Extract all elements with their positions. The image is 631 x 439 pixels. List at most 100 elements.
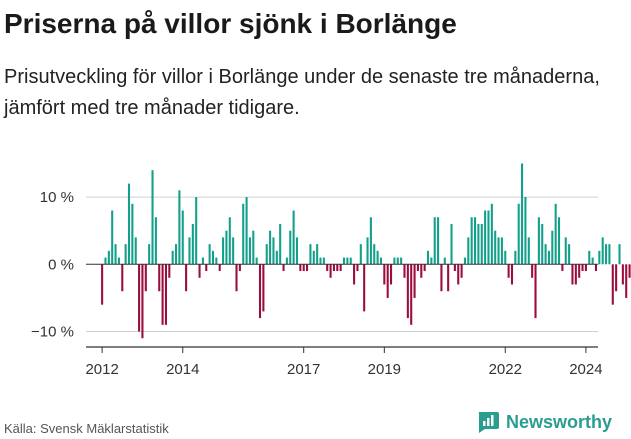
- bar: [275, 250, 278, 265]
- bar: [557, 217, 561, 265]
- bar: [107, 250, 110, 265]
- bar: [547, 250, 550, 265]
- bar: [104, 257, 107, 265]
- bar: [127, 183, 131, 265]
- bar: [615, 264, 618, 292]
- bar: [524, 197, 527, 265]
- bar: [168, 264, 171, 278]
- bar: [161, 264, 164, 325]
- bar: [262, 264, 265, 312]
- bar: [188, 237, 191, 265]
- bar: [225, 230, 228, 265]
- bar: [527, 237, 530, 265]
- bar-series: [101, 163, 631, 339]
- bar: [474, 217, 477, 265]
- tick-labels: 10 %0 %−10 %201220142017201920222024−10 …: [31, 189, 603, 378]
- bar: [403, 264, 406, 278]
- bar: [494, 230, 497, 265]
- bar: [591, 257, 594, 265]
- bar: [544, 244, 547, 265]
- bar: [564, 237, 567, 265]
- bar: [568, 244, 571, 265]
- bar: [601, 237, 604, 265]
- bar: [329, 264, 332, 278]
- bar: [437, 217, 440, 265]
- bar: [584, 264, 587, 272]
- x-tick-label: 2019: [368, 361, 401, 378]
- bar: [423, 264, 426, 272]
- bar: [255, 257, 258, 265]
- bar: [205, 264, 208, 272]
- bar: [443, 257, 446, 265]
- bar: [430, 257, 433, 265]
- bar: [248, 237, 251, 265]
- bar: [349, 257, 352, 265]
- bar: [450, 223, 453, 265]
- bar: [534, 264, 537, 319]
- bar: [373, 244, 376, 265]
- bar: [309, 244, 312, 265]
- bar: [588, 250, 591, 265]
- bar: [359, 244, 362, 265]
- grid-lines: [86, 196, 598, 333]
- bar: [154, 217, 157, 265]
- bar: [504, 250, 507, 265]
- bar: [195, 197, 198, 265]
- bar: [282, 264, 285, 272]
- bar: [319, 257, 322, 265]
- bar: [111, 210, 114, 265]
- bar: [285, 257, 288, 265]
- bar: [521, 163, 524, 265]
- bar: [238, 264, 241, 272]
- bar: [561, 264, 564, 272]
- bar: [598, 250, 601, 265]
- bar: [433, 217, 436, 265]
- bar: [292, 210, 295, 265]
- bar: [551, 230, 554, 265]
- bar: [141, 264, 144, 339]
- bar: [541, 223, 544, 265]
- bar: [497, 237, 500, 265]
- bar: [416, 264, 419, 272]
- bar: [625, 264, 628, 298]
- bar: [578, 264, 581, 278]
- bar: [316, 244, 319, 265]
- bar: [144, 264, 147, 292]
- bar: [299, 264, 302, 272]
- newsworthy-logo[interactable]: Newsworthy: [476, 409, 612, 435]
- bar: [306, 264, 309, 272]
- bar: [379, 257, 383, 265]
- bar: [232, 237, 235, 265]
- bar: [235, 264, 238, 292]
- bar: [426, 250, 430, 265]
- bar: [245, 197, 248, 265]
- bar: [258, 264, 262, 319]
- bar: [413, 264, 416, 298]
- bar: [134, 237, 137, 265]
- bar: [158, 264, 161, 292]
- bar: [554, 203, 557, 265]
- bar: [605, 244, 608, 265]
- bar: [510, 264, 514, 285]
- bar: [383, 264, 386, 285]
- bar: [211, 250, 215, 265]
- bar: [269, 230, 272, 265]
- bar: [457, 264, 460, 285]
- bar: [574, 264, 577, 285]
- bar: [208, 244, 211, 265]
- bar: [571, 264, 574, 285]
- bar: [252, 230, 255, 265]
- y-tick-label: 10 %: [40, 189, 74, 206]
- bar: [537, 217, 540, 265]
- bar: [531, 264, 534, 278]
- bar: [611, 264, 614, 305]
- bar: [164, 264, 167, 325]
- bar: [342, 257, 346, 265]
- bar: [124, 244, 127, 265]
- bar: [201, 257, 204, 265]
- bar: [396, 257, 399, 265]
- bar: [185, 264, 188, 292]
- chart-title: Priserna på villor sjönk i Borlänge: [4, 8, 457, 39]
- bar: [302, 264, 305, 272]
